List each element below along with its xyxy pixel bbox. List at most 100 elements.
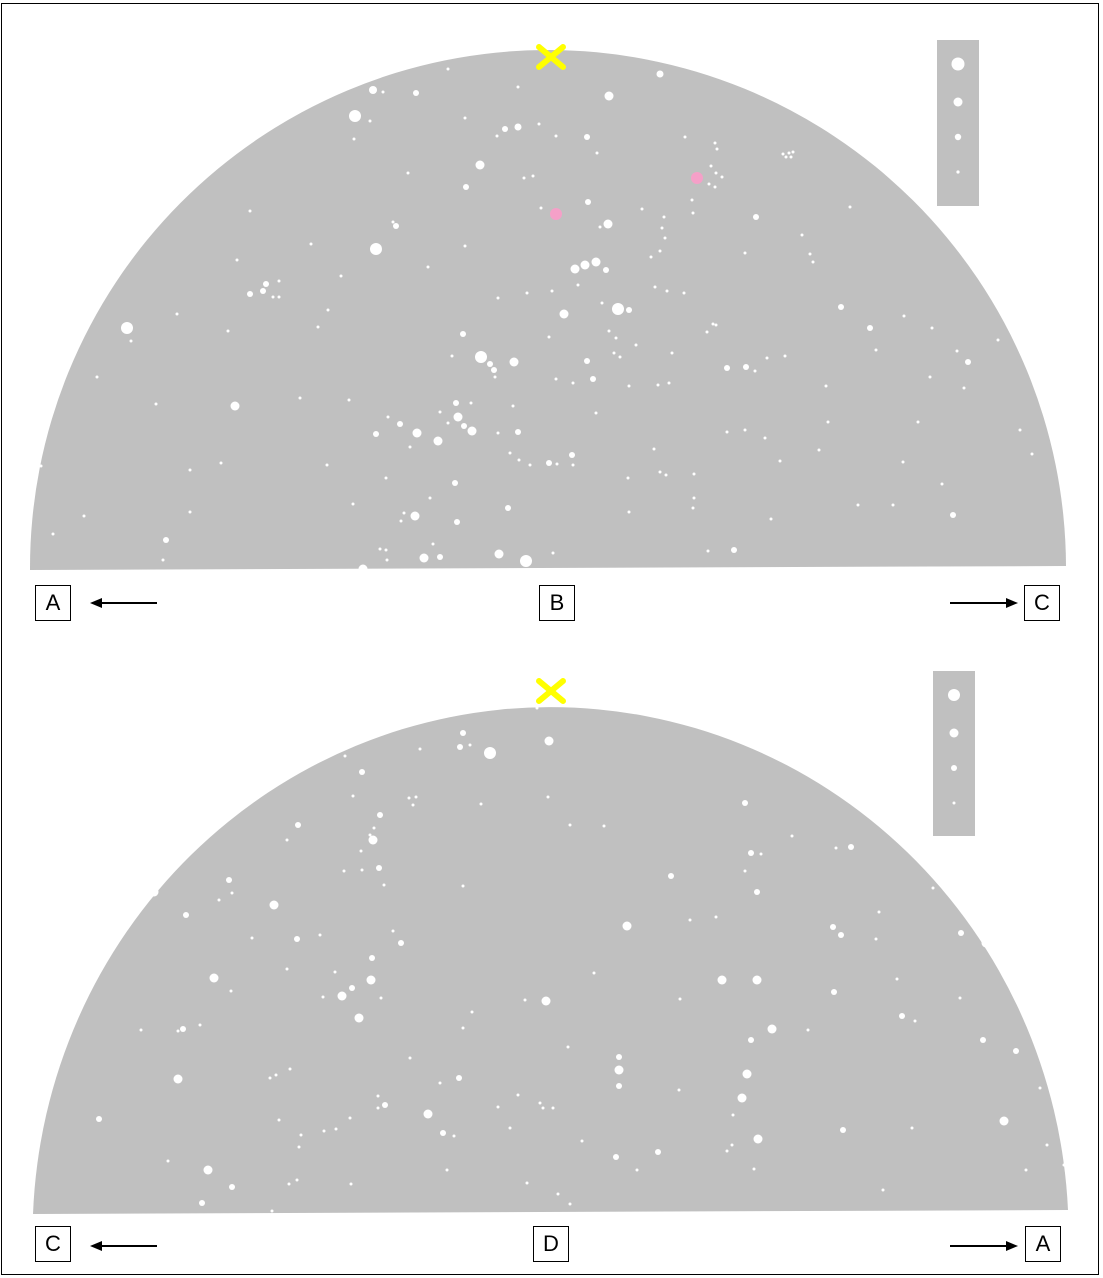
star [713, 185, 717, 189]
star [808, 252, 812, 256]
star [393, 223, 399, 229]
star [397, 421, 403, 427]
star [453, 400, 459, 406]
star [384, 476, 388, 480]
star [940, 482, 944, 486]
star [368, 119, 372, 123]
star [731, 547, 737, 553]
star [386, 415, 390, 419]
star [309, 242, 313, 246]
star [410, 511, 420, 521]
star [446, 67, 450, 71]
star [656, 70, 664, 78]
star [902, 314, 906, 318]
star [692, 496, 696, 500]
planet [550, 208, 562, 220]
star [537, 122, 541, 126]
star [388, 569, 392, 573]
star [584, 134, 590, 140]
star [428, 496, 432, 500]
star [950, 512, 956, 518]
star [584, 358, 590, 364]
star [784, 155, 788, 159]
star [955, 349, 959, 353]
star [539, 206, 543, 210]
star [247, 291, 253, 297]
star [175, 312, 179, 316]
star [603, 267, 609, 273]
star [467, 426, 477, 436]
star [711, 322, 715, 326]
star [491, 367, 497, 373]
star [928, 375, 932, 379]
direction-label-left: A [35, 585, 71, 621]
star [664, 473, 668, 477]
star [121, 322, 133, 334]
star [791, 150, 795, 154]
star [495, 134, 499, 138]
star [555, 462, 559, 466]
star [277, 279, 281, 283]
star [339, 274, 343, 278]
star [516, 85, 520, 89]
star [406, 171, 410, 175]
star [515, 429, 521, 435]
star [667, 381, 671, 385]
star [402, 511, 406, 515]
star [769, 517, 773, 521]
top-magnitude-legend [937, 40, 979, 206]
star [271, 295, 275, 299]
star [603, 219, 613, 229]
star [627, 510, 631, 514]
star [260, 288, 266, 294]
star [916, 420, 920, 424]
star [874, 348, 878, 352]
star [188, 510, 192, 514]
star [656, 383, 660, 387]
star [450, 354, 454, 358]
star [783, 354, 787, 358]
star [765, 356, 769, 360]
magnitude-scale-icon [948, 689, 960, 805]
star [612, 303, 624, 315]
star [867, 325, 873, 331]
star [419, 553, 429, 563]
star [554, 377, 558, 381]
top-planets [550, 172, 703, 220]
star [665, 289, 669, 293]
star [550, 289, 554, 293]
star [763, 436, 767, 440]
zenith-cross-icon [536, 44, 566, 70]
star [626, 476, 630, 480]
direction-label-right: A [1025, 1226, 1061, 1262]
star [463, 244, 467, 248]
star [1018, 428, 1022, 432]
star [514, 123, 522, 131]
star [522, 176, 526, 180]
star [161, 558, 165, 562]
star [714, 171, 718, 175]
star [385, 558, 389, 562]
star [413, 90, 419, 96]
star [509, 357, 519, 367]
star [691, 506, 695, 510]
star [82, 514, 86, 518]
star [463, 184, 469, 190]
star [369, 86, 377, 94]
star [714, 323, 718, 327]
bottom-magnitude-legend [933, 671, 975, 836]
direction-label-left: C [35, 1226, 71, 1262]
star [487, 361, 493, 367]
star [316, 325, 320, 329]
star [891, 503, 895, 507]
star [520, 555, 532, 567]
figure-frame [1, 3, 1099, 1275]
star [426, 265, 430, 269]
star [494, 549, 504, 559]
star [962, 386, 966, 390]
star [614, 336, 618, 340]
star [649, 255, 653, 259]
star [391, 220, 395, 224]
planet [691, 172, 703, 184]
star [570, 264, 580, 274]
